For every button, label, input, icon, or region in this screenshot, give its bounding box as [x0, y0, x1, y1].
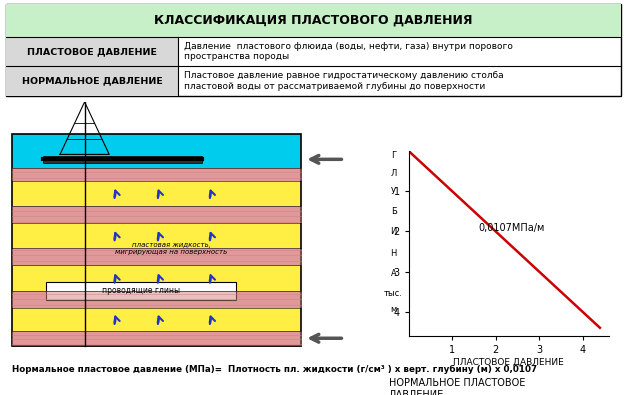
FancyBboxPatch shape [46, 282, 236, 299]
Text: Пластовое давление равное гидростатическому давлению столба
пластовой воды от ра: Пластовое давление равное гидростатическ… [185, 71, 504, 91]
Text: пластовая жидкость,
мигрирующая на поверхность: пластовая жидкость, мигрирующая на повер… [115, 242, 227, 255]
X-axis label: ПЛАСТОВОЕ ДАВЛЕНИЕ: ПЛАСТОВОЕ ДАВЛЕНИЕ [453, 357, 564, 367]
Bar [12, 168, 301, 181]
Bar [12, 331, 301, 346]
Text: Г: Г [391, 150, 396, 160]
Bar [12, 248, 301, 265]
Bar [12, 134, 301, 346]
Text: Н: Н [391, 249, 397, 258]
Text: А: А [391, 269, 396, 278]
Text: НОРМАЛЬНОЕ ПЛАСТОВОЕ
ДАВЛЕНИЕ: НОРМАЛЬНОЕ ПЛАСТОВОЕ ДАВЛЕНИЕ [389, 378, 525, 395]
Bar [6, 37, 178, 66]
Text: Давление  пластового флюида (воды, нефти, газа) внутри порового
пространства пор: Давление пластового флюида (воды, нефти,… [185, 42, 514, 61]
Text: НОРМАЛЬНОЕ ДАВЛЕНИЕ: НОРМАЛЬНОЕ ДАВЛЕНИЕ [22, 77, 163, 85]
Text: КЛАССИФИКАЦИЯ ПЛАСТОВОГО ДАВЛЕНИЯ: КЛАССИФИКАЦИЯ ПЛАСТОВОГО ДАВЛЕНИЯ [154, 14, 473, 27]
Bar [12, 134, 301, 168]
Text: проводящие глины: проводящие глины [102, 286, 180, 295]
Bar [12, 223, 301, 248]
Text: Нормальное пластовое давление (МПа)=  Плотность пл. жидкости (г/см³ ) х верт. гл: Нормальное пластовое давление (МПа)= Пло… [12, 365, 537, 374]
Text: Л: Л [391, 169, 397, 178]
Bar [12, 291, 301, 308]
Text: м: м [391, 305, 397, 314]
Bar [12, 206, 301, 223]
Bar [12, 181, 301, 206]
Bar [6, 4, 621, 37]
Bar [12, 265, 301, 291]
Text: тыс.: тыс. [384, 289, 403, 298]
Text: 0,0107МПа/м: 0,0107МПа/м [479, 224, 545, 233]
Text: И: И [391, 227, 397, 236]
Bar [42, 156, 202, 163]
Text: У: У [391, 187, 396, 196]
Bar [12, 308, 301, 331]
Text: ПЛАСТОВОЕ ДАВЛЕНИЕ: ПЛАСТОВОЕ ДАВЛЕНИЕ [27, 47, 157, 56]
Text: Б: Б [391, 207, 397, 216]
Bar [6, 66, 178, 96]
